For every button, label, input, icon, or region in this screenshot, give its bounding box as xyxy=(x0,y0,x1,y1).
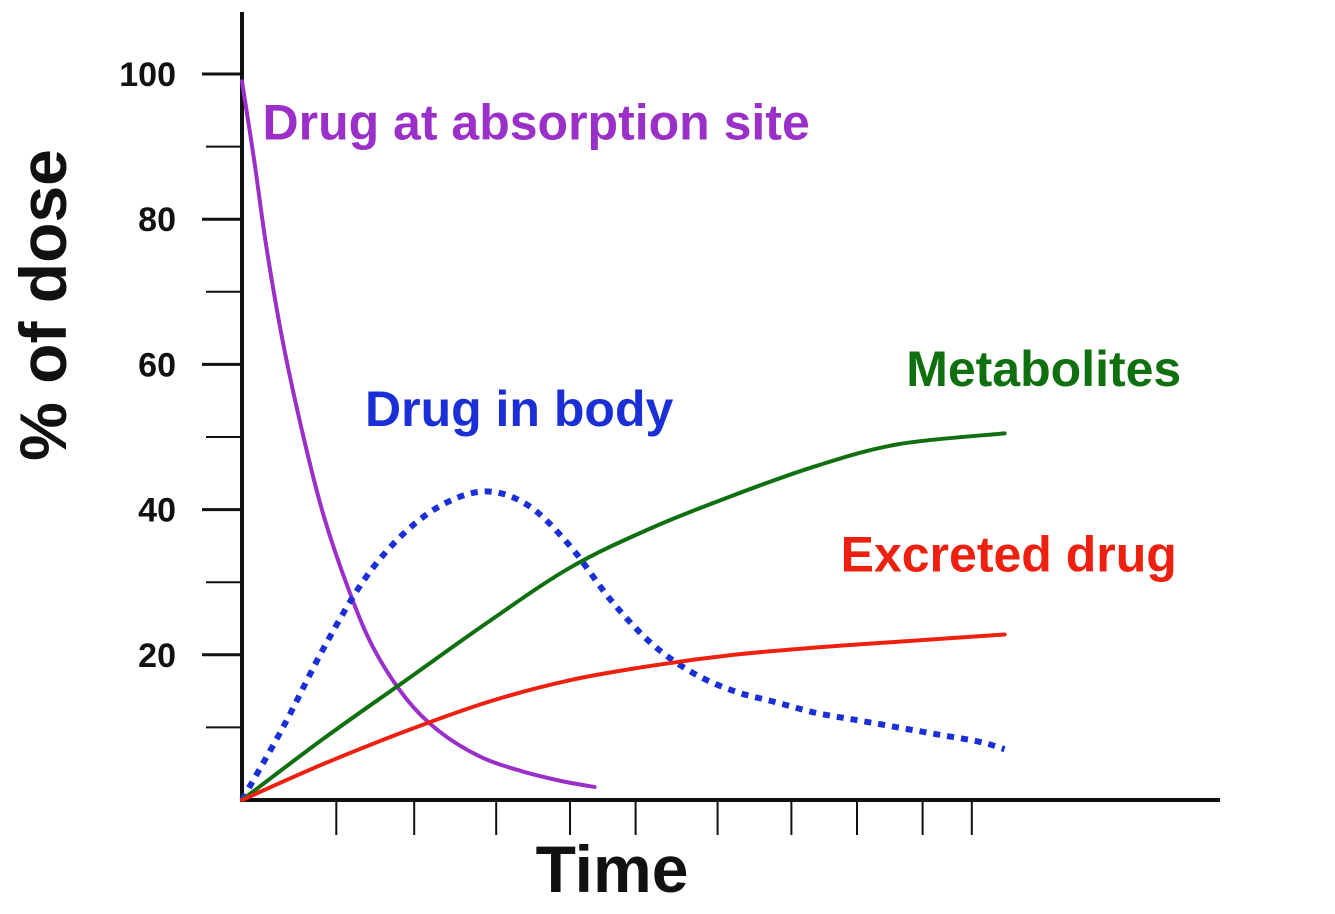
series-labels: Drug at absorption site Drug in body Metab… xyxy=(263,94,1182,582)
y-tick-label: 20 xyxy=(138,637,176,675)
series-line-1 xyxy=(239,488,1006,802)
x-axis-title: Time xyxy=(536,832,689,906)
series-line-3 xyxy=(240,632,1007,802)
y-tick-label: 60 xyxy=(138,346,176,384)
series-line-2 xyxy=(240,431,1007,802)
ticks: 20 40 60 80 100 xyxy=(119,56,973,835)
y-tick-label: 100 xyxy=(119,56,176,94)
series-label-2: Metabolites xyxy=(906,341,1181,397)
series-lines xyxy=(239,79,1007,802)
axes xyxy=(240,12,1220,802)
series-label-0: Drug at absorption site xyxy=(263,94,810,150)
y-tick-label: 40 xyxy=(138,492,176,530)
y-tick-label: 80 xyxy=(138,201,176,239)
series-label-3: Excreted drug xyxy=(841,526,1177,582)
y-axis-title: % of dose xyxy=(6,149,80,461)
series-line-0 xyxy=(240,79,597,789)
series-label-1: Drug in body xyxy=(365,381,673,437)
